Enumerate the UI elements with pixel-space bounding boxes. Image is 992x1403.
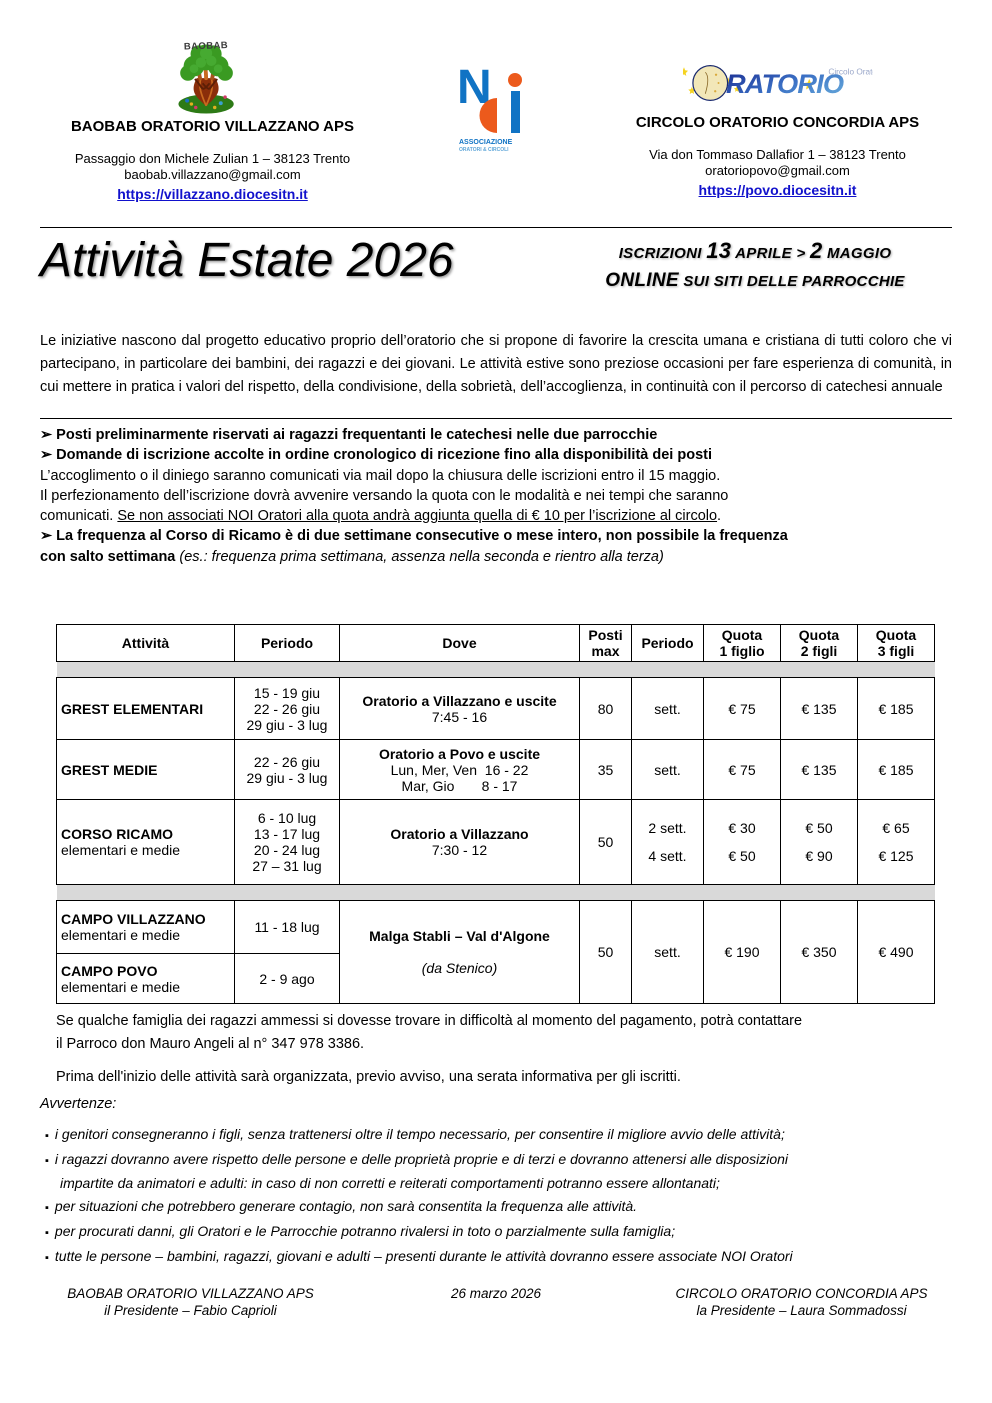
svg-text:Circolo Oratorio Concordia: Circolo Oratorio Concordia	[828, 68, 873, 77]
svg-text:BAOBAB: BAOBAB	[183, 40, 228, 53]
svg-text:ASSOCIAZIONE: ASSOCIAZIONE	[459, 139, 513, 146]
svg-text:RATORIO: RATORIO	[725, 68, 843, 99]
svg-text:ORATORI & CIRCOLI: ORATORI & CIRCOLI	[459, 147, 509, 153]
